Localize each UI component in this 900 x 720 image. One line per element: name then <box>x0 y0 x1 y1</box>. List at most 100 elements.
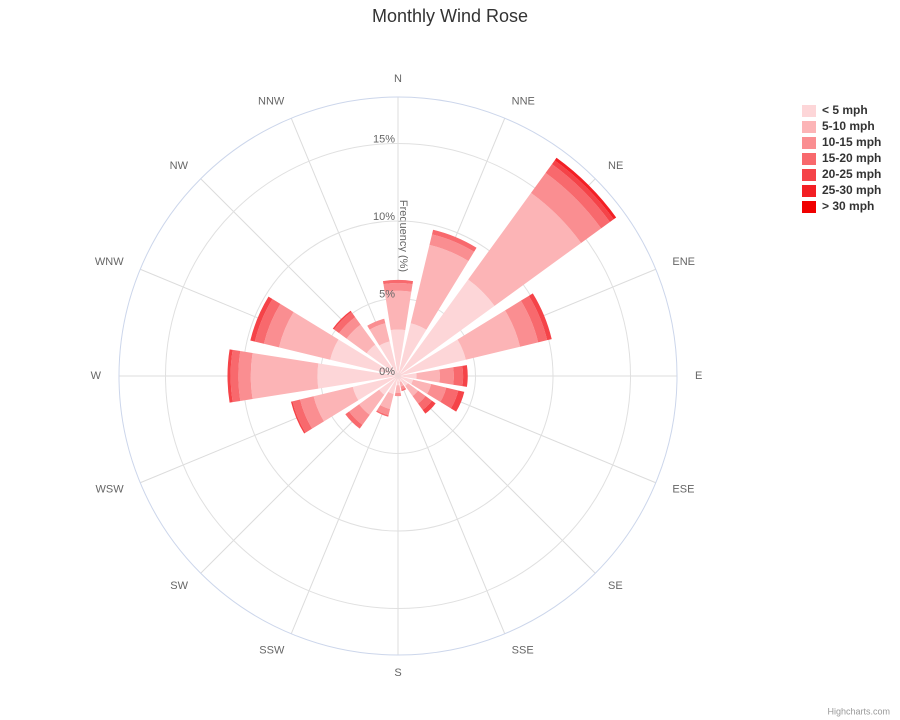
credit: Highcharts.com <box>827 706 890 716</box>
x-tick-label: NE <box>608 160 623 172</box>
bar-segment <box>250 296 273 342</box>
bar-segment <box>390 329 406 376</box>
bar-segment <box>411 379 432 394</box>
bar-segment <box>398 376 409 387</box>
x-tick-label: ESE <box>672 484 694 496</box>
bar-segment <box>382 279 414 285</box>
legend-swatch <box>802 105 816 117</box>
x-tick-label: NNE <box>512 96 535 108</box>
grid-line <box>165 143 631 609</box>
bar-segment <box>379 341 398 376</box>
x-tick-label: S <box>394 667 401 679</box>
x-tick-label: SE <box>608 580 623 592</box>
bar-segment <box>412 390 426 404</box>
bar-segment <box>396 376 400 386</box>
legend-swatch <box>802 137 816 149</box>
y-axis-title: Frequency (%) <box>397 200 409 272</box>
legend-label: 25-30 mph <box>822 183 881 197</box>
legend-swatch <box>802 169 816 181</box>
bar-segment <box>384 290 412 331</box>
x-tick-label: N <box>394 73 402 85</box>
bar-segment <box>400 385 406 390</box>
x-tick-label: SSE <box>512 644 534 656</box>
bar-segment <box>369 323 390 346</box>
legend-label: > 30 mph <box>822 199 874 213</box>
x-tick-label: E <box>695 370 702 382</box>
bar-segment <box>398 323 427 376</box>
legend-swatch <box>802 121 816 133</box>
bar-segment <box>230 349 241 403</box>
bar-segment <box>292 399 313 433</box>
legend-label: 5-10 mph <box>822 119 875 133</box>
bar-segment <box>457 310 521 360</box>
x-tick-label: W <box>91 370 102 382</box>
bar-segment <box>380 391 394 410</box>
bar-segment <box>254 299 281 344</box>
bar-segment <box>317 363 398 389</box>
bar-segment <box>300 396 324 429</box>
bar-segment <box>376 410 389 417</box>
legend-swatch <box>802 153 816 165</box>
bar-segment <box>545 164 610 229</box>
bar-segment <box>398 376 414 385</box>
bar-segment <box>227 349 233 403</box>
bar-segment <box>432 229 477 252</box>
bar-segment <box>376 405 391 416</box>
bar-segment <box>334 312 356 334</box>
legend-label: < 5 mph <box>822 103 868 117</box>
bar-segment <box>250 352 319 400</box>
chart-title: Monthly Wind Rose <box>372 6 528 26</box>
bar-segment <box>398 373 417 379</box>
bar-segment <box>405 383 419 397</box>
legend-label: 20-25 mph <box>822 167 881 181</box>
bar-segment <box>427 383 447 402</box>
x-tick-label: WSW <box>95 484 124 496</box>
x-tick-label: NW <box>170 160 189 172</box>
bar-segment <box>399 381 404 387</box>
bar-segment <box>278 312 339 360</box>
bar-segment <box>440 387 459 409</box>
spoke <box>397 375 506 634</box>
y-tick-label: 5% <box>379 288 395 300</box>
legend-swatch <box>802 201 816 213</box>
bar-segment <box>429 234 475 262</box>
bar-segment <box>290 401 306 434</box>
bar-segment <box>263 303 294 348</box>
bar-segment <box>395 385 401 394</box>
bar-segment <box>505 300 539 347</box>
bar-segment <box>450 390 465 412</box>
bar-segment <box>398 339 466 376</box>
bar-segment <box>388 376 398 395</box>
bar-segment <box>330 339 398 376</box>
bar-segment <box>439 367 454 385</box>
bar-segment <box>401 387 407 392</box>
bar-segment <box>468 192 582 306</box>
bar-segment <box>394 392 402 397</box>
y-tick-label: 15% <box>373 133 395 145</box>
bar-segment <box>366 344 398 376</box>
bar-segment <box>528 293 552 341</box>
bar-segment <box>554 157 617 220</box>
x-tick-label: SSW <box>259 644 285 656</box>
bar-segment <box>422 400 436 414</box>
bar-segment <box>352 376 398 401</box>
y-tick-label: 10% <box>373 211 395 223</box>
legend-swatch <box>802 185 816 197</box>
x-tick-label: ENE <box>672 256 695 268</box>
axis-line <box>118 96 678 656</box>
bar-segment <box>359 389 385 415</box>
bar-segment <box>313 386 359 422</box>
bar-segment <box>367 318 386 330</box>
bar-segment <box>332 310 352 330</box>
x-tick-label: NNW <box>258 96 285 108</box>
bar-segment <box>531 172 602 243</box>
x-tick-label: WNW <box>95 256 124 268</box>
bar-segment <box>238 351 253 401</box>
bar-segment <box>398 376 402 383</box>
bar-segment <box>379 376 398 395</box>
x-tick-label: SW <box>170 580 188 592</box>
y-tick-label: 0% <box>379 366 395 378</box>
bar-segment <box>346 324 376 354</box>
legend-label: 10-15 mph <box>822 135 881 149</box>
